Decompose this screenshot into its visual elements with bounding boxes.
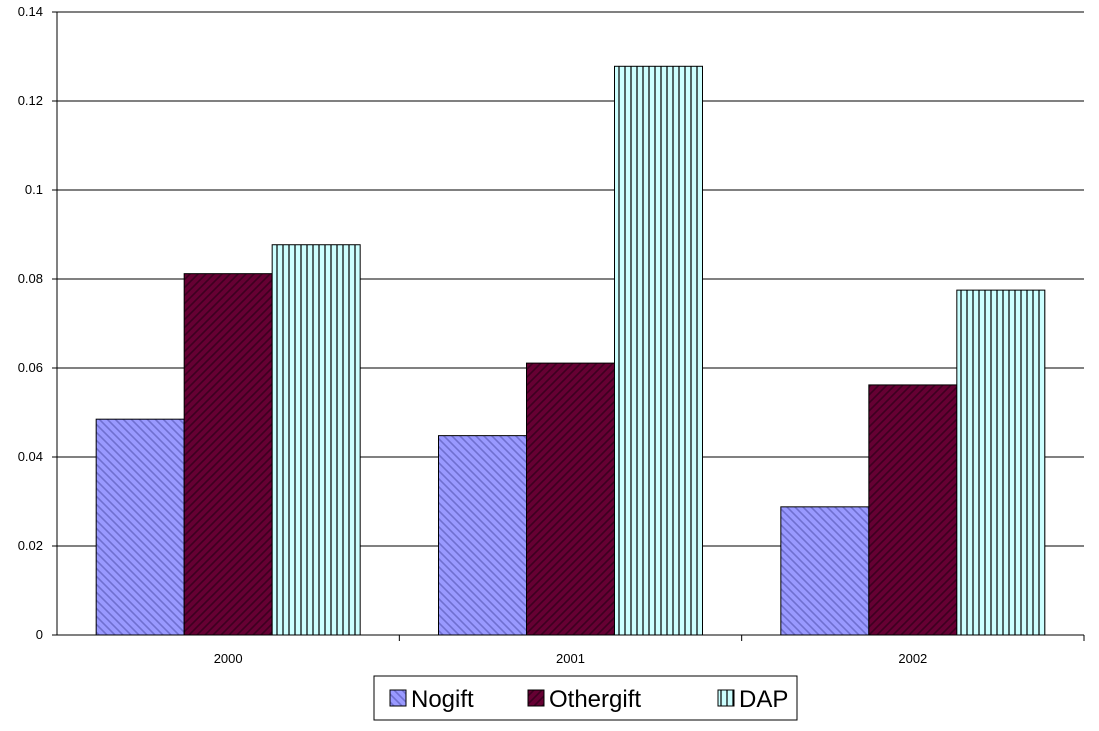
bar-dap-2000 bbox=[271, 244, 361, 636]
bar-dap-2001 bbox=[614, 65, 703, 636]
x-tick-label: 2002 bbox=[898, 651, 927, 666]
y-tick-label: 0.14 bbox=[18, 4, 43, 19]
x-tick-label: 2001 bbox=[556, 651, 585, 666]
y-tick-label: 0.1 bbox=[25, 182, 43, 197]
legend: Nogift Othergift DAP bbox=[373, 675, 798, 721]
y-tick-label: 0.12 bbox=[18, 93, 43, 108]
x-tick-labels: 2000 2001 2002 bbox=[214, 651, 928, 666]
bar-nogift-2000 bbox=[95, 418, 185, 636]
bars bbox=[95, 65, 1046, 636]
bar-nogift-2002 bbox=[780, 506, 870, 636]
legend-swatch-dap bbox=[717, 689, 735, 707]
y-tick-label: 0 bbox=[36, 627, 43, 642]
bar-nogift-2001 bbox=[438, 435, 527, 636]
bar-othergift-2001 bbox=[526, 362, 615, 636]
bar-othergift-2002 bbox=[868, 384, 958, 636]
legend-label-nogift: Nogift bbox=[411, 686, 474, 713]
x-tick-label: 2000 bbox=[214, 651, 243, 666]
y-tick-label: 0.02 bbox=[18, 538, 43, 553]
legend-label-othergift: Othergift bbox=[549, 686, 641, 713]
legend-swatch-othergift bbox=[527, 689, 545, 707]
y-tick-labels: 0 0.02 0.04 0.06 0.08 0.1 0.12 0.14 bbox=[18, 4, 43, 642]
legend-swatch-nogift bbox=[389, 689, 407, 707]
y-tick-label: 0.08 bbox=[18, 271, 43, 286]
y-tick-label: 0.04 bbox=[18, 449, 43, 464]
bar-othergift-2000 bbox=[183, 273, 273, 636]
legend-label-dap: DAP bbox=[739, 686, 788, 713]
bar-dap-2002 bbox=[956, 289, 1046, 636]
y-tick-label: 0.06 bbox=[18, 360, 43, 375]
axes bbox=[52, 11, 1085, 641]
